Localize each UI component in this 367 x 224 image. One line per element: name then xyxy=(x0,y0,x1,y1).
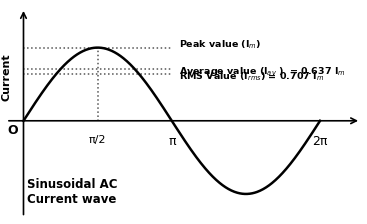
Text: O: O xyxy=(8,124,18,137)
Text: π/2: π/2 xyxy=(89,136,106,145)
Text: π: π xyxy=(168,136,175,149)
Text: 2π: 2π xyxy=(312,136,328,149)
Text: Current: Current xyxy=(2,53,12,101)
Text: Sinusoidal AC
Current wave: Sinusoidal AC Current wave xyxy=(27,178,118,206)
Text: Peak value (I$_m$): Peak value (I$_m$) xyxy=(179,39,261,51)
Text: Average value (I$_{av}$ )  = 0.637 I$_m$: Average value (I$_{av}$ ) = 0.637 I$_m$ xyxy=(179,65,346,78)
Text: RMS Value (I$_{rms}$) = 0.707 I$_m$: RMS Value (I$_{rms}$) = 0.707 I$_m$ xyxy=(179,70,324,83)
